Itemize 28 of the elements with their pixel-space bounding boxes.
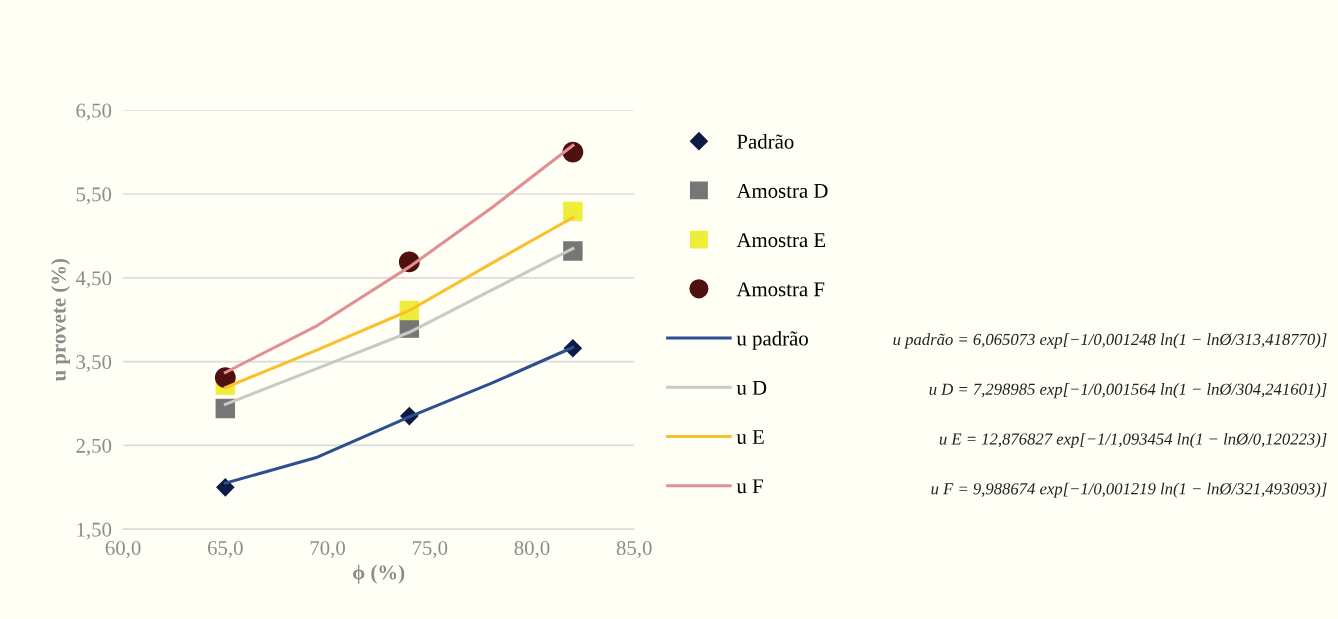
y-axis-title: u provete (%) xyxy=(51,258,70,382)
text: u F = 9,988674 exp[−1/0,001219 ln(1 − lnØ/321,493093)] xyxy=(931,482,1327,498)
legend-label: u E xyxy=(736,430,764,445)
text: u E = 12,876827 exp[−1/1,093454 ln(1 − lnØ/0,120223)] xyxy=(939,432,1327,449)
legend-label: Amostra F xyxy=(736,282,825,297)
legend-label: Padrão xyxy=(737,134,794,149)
y-tick-label: 1,50 xyxy=(77,522,112,540)
x-tick-label: 60,0 xyxy=(105,540,141,559)
legend-label: u F xyxy=(736,479,763,494)
legend-label: u D xyxy=(736,380,767,395)
y-tick-label: 2,50 xyxy=(76,438,112,456)
text: u D = 7,298985 exp[−1/0,001564 ln(1 − lnØ/304,241601)] xyxy=(929,383,1327,399)
y-tick-label: 4,50 xyxy=(75,271,112,289)
x-tick-label: 65,0 xyxy=(207,540,243,559)
point xyxy=(563,201,583,222)
y-tick-label: 5,50 xyxy=(76,187,112,205)
point xyxy=(563,241,583,261)
text: u padrão = 6,065073 exp[−1/0,001248 ln(1 − lnØ/313,418770)] xyxy=(893,333,1327,349)
x-tick-label: 75,0 xyxy=(412,540,448,559)
x-axis-title: ϕ (%) xyxy=(353,564,405,584)
y-tick-label: 6,50 xyxy=(76,103,112,121)
x-tick-label: 85,0 xyxy=(616,540,652,559)
x-tick-label: 70,0 xyxy=(310,540,345,559)
y-tick-label: 3,50 xyxy=(76,354,112,373)
legend-label: Amostra D xyxy=(736,183,828,198)
x-tick-label: 80,0 xyxy=(514,540,550,559)
legend-label: Amostra E xyxy=(736,233,826,248)
legend-label: u padrão xyxy=(736,330,808,350)
